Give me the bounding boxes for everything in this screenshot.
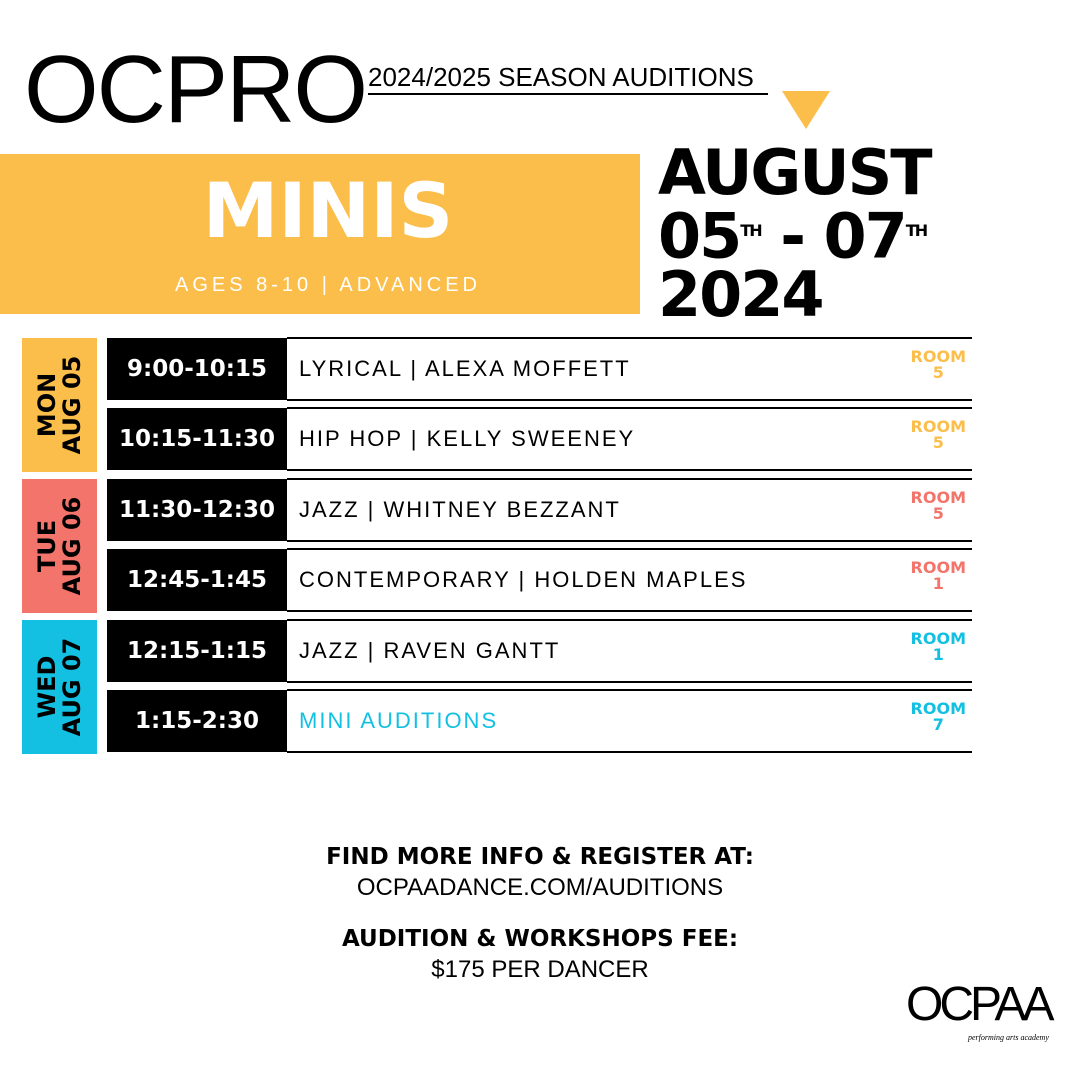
class: HIP HOP | KELLY SWEENEY	[299, 426, 636, 451]
day-date: AUG 06	[57, 496, 86, 596]
fee-heading: AUDITION & WORKSHOPS FEE:	[341, 926, 739, 952]
room-number: 1	[932, 574, 944, 593]
room: ROOM 1	[911, 560, 966, 592]
room-label: ROOM	[910, 699, 966, 718]
group-banner: MINIS AGES 8-10 | ADVANCED	[0, 154, 640, 314]
brand-logo: OCPAA	[906, 978, 1054, 1031]
dates: AUGUST 05TH - 07TH 2024	[658, 136, 933, 331]
room-label: ROOM	[910, 488, 966, 507]
room-label: ROOM	[910, 629, 966, 648]
day-name: MON	[32, 372, 61, 438]
room-label: ROOM	[910, 558, 966, 577]
day-date: AUG 05	[57, 355, 86, 455]
class: MINI AUDITIONS	[299, 708, 499, 733]
dash: -	[780, 199, 806, 273]
day-date: AUG 07	[57, 637, 86, 737]
time: 9:00-10:15	[107, 338, 287, 400]
class: LYRICAL | ALEXA MOFFETT	[299, 356, 631, 381]
room: ROOM 5	[911, 490, 966, 522]
start: 05	[658, 199, 742, 273]
day-label: TUE AUG 06	[32, 496, 86, 596]
logo: OCPRO	[24, 36, 368, 143]
year: 2024	[658, 257, 825, 331]
session-row: JAZZ | RAVEN GANTT ROOM 1	[287, 619, 972, 683]
fee: $175 PER DANCER	[431, 956, 649, 983]
time: 1:15-2:30	[107, 690, 287, 752]
day-label: WED AUG 07	[32, 637, 86, 737]
day-label: MON AUG 05	[32, 355, 86, 455]
room: ROOM 7	[911, 701, 966, 733]
session-row: CONTEMPORARY | HOLDEN MAPLES ROOM 1	[287, 548, 972, 612]
day-name: WED	[32, 655, 61, 719]
class: CONTEMPORARY | HOLDEN MAPLES	[299, 567, 748, 592]
suffix: TH	[905, 221, 928, 240]
suffix: TH	[740, 221, 762, 240]
brand-tagline: performing arts academy	[968, 1033, 1049, 1042]
day-block: MON AUG 05	[22, 338, 97, 472]
session-row: HIP HOP | KELLY SWEENEY ROOM 5	[287, 407, 972, 471]
room-label: ROOM	[910, 417, 966, 436]
day-block: TUE AUG 06	[22, 479, 97, 613]
room-label: ROOM	[910, 347, 966, 366]
room-number: 5	[932, 433, 944, 452]
group-name: MINIS	[202, 166, 454, 255]
time: 12:45-1:45	[107, 549, 287, 611]
class: JAZZ | RAVEN GANTT	[299, 638, 561, 663]
url: OCPAADANCE.COM/AUDITIONS	[356, 874, 724, 901]
group-subtitle: AGES 8-10 | ADVANCED	[174, 274, 481, 296]
month: AUGUST	[658, 136, 933, 209]
season: 2024/2025 SEASON AUDITIONS	[368, 62, 768, 95]
day-block: WED AUG 07	[22, 620, 97, 754]
footer: FIND MORE INFO & REGISTER AT: OCPAADANCE…	[0, 844, 1080, 984]
class: JAZZ | WHITNEY BEZZANT	[299, 497, 621, 522]
room-number: 5	[932, 363, 944, 382]
room: ROOM 5	[911, 419, 966, 451]
room: ROOM 1	[911, 631, 966, 663]
room: ROOM 5	[911, 349, 966, 381]
time: 12:15-1:15	[107, 620, 287, 682]
info-heading: FIND MORE INFO & REGISTER AT:	[326, 844, 754, 870]
room-number: 7	[932, 715, 944, 734]
time: 10:15-11:30	[107, 408, 287, 470]
day-name: TUE	[32, 519, 61, 573]
session-row: LYRICAL | ALEXA MOFFETT ROOM 5	[287, 337, 972, 401]
end: 07	[823, 199, 908, 273]
range: 05TH - 07TH	[658, 202, 931, 267]
session-row: MINI AUDITIONS ROOM 7	[287, 689, 972, 753]
session-row: JAZZ | WHITNEY BEZZANT ROOM 5	[287, 478, 972, 542]
triangle	[782, 91, 830, 129]
room-number: 5	[932, 504, 944, 523]
room-number: 1	[932, 645, 944, 664]
time: 11:30-12:30	[107, 479, 287, 541]
